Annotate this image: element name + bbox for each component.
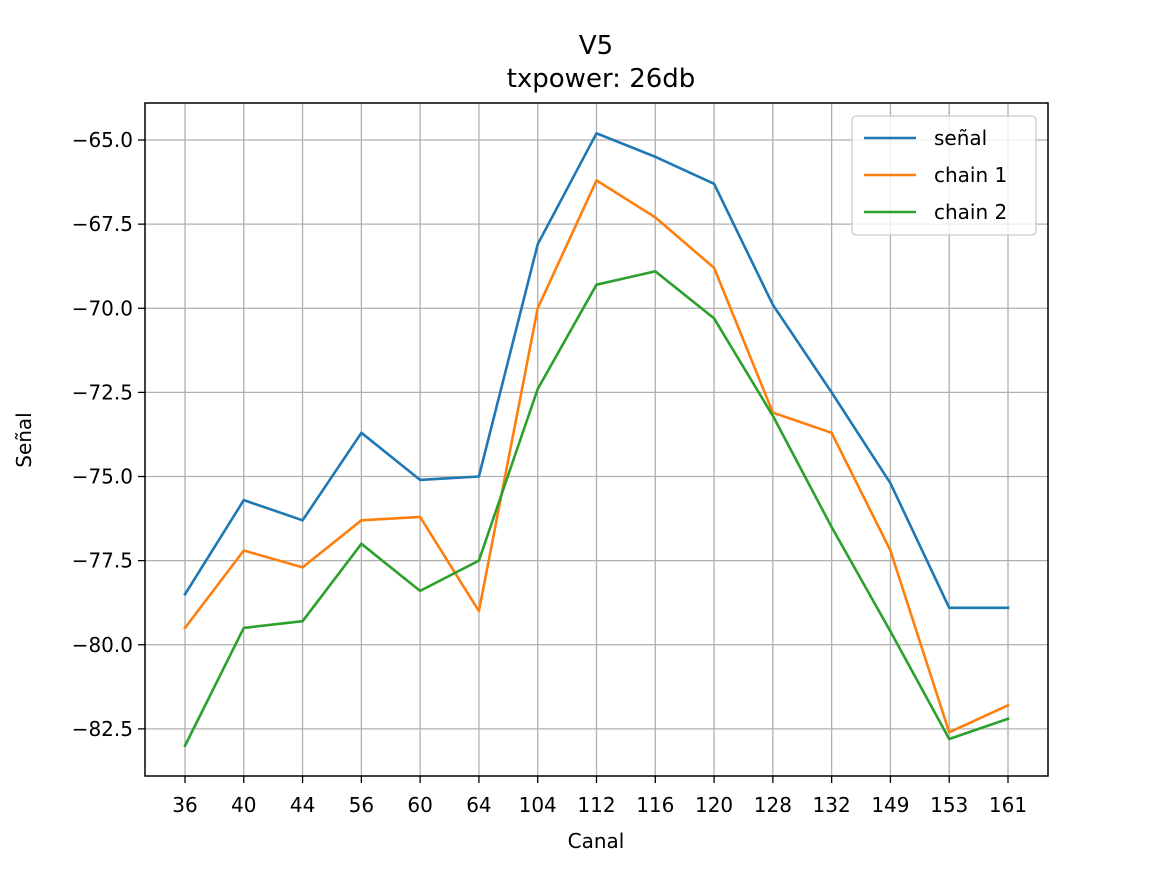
y-tick-label: −77.5 xyxy=(72,549,133,573)
axis-ticks: 36 40 44 56 60 64 104 112 116 120 128 132 149 153 161 −… xyxy=(72,128,1027,817)
x-tick-label: 132 xyxy=(813,793,851,817)
x-tick-label: 44 xyxy=(290,793,315,817)
x-tick-label: 149 xyxy=(871,793,909,817)
y-tick-label: −80.0 xyxy=(72,633,133,657)
x-tick-label: 64 xyxy=(466,793,491,817)
series-line-1 xyxy=(183,132,1010,610)
x-tick-label: 128 xyxy=(754,793,792,817)
y-tick-label: −65.0 xyxy=(72,128,133,152)
x-tick-label: 104 xyxy=(519,793,557,817)
chart-subtitle: txpower: 26db xyxy=(507,64,696,94)
legend-label-1: señal xyxy=(934,126,987,150)
x-tick-label: 56 xyxy=(349,793,374,817)
x-tick-label: 40 xyxy=(231,793,256,817)
x-tick-label: 112 xyxy=(577,793,615,817)
x-tick-label: 60 xyxy=(407,793,432,817)
x-tick-label: 36 xyxy=(172,793,197,817)
legend-box xyxy=(851,115,1037,236)
x-tick-label: 116 xyxy=(636,793,674,817)
x-tick-label: 161 xyxy=(989,793,1027,817)
y-axis-label: Señal xyxy=(12,412,36,468)
x-axis-label: Canal xyxy=(568,829,625,853)
series-lines xyxy=(183,132,1010,748)
series-line-3 xyxy=(183,269,1010,748)
y-tick-label: −67.5 xyxy=(72,212,133,236)
y-tick-label: −82.5 xyxy=(72,717,133,741)
y-tick-label: −70.0 xyxy=(72,296,133,320)
legend-label-2: chain 1 xyxy=(934,163,1007,187)
series-line-2 xyxy=(183,179,1010,734)
legend: señal chain 1 chain 2 xyxy=(851,115,1037,236)
x-tick-label: 120 xyxy=(695,793,733,817)
chart-title: V5 xyxy=(579,31,613,61)
x-tick-label: 153 xyxy=(930,793,968,817)
y-tick-label: −75.0 xyxy=(72,465,133,489)
y-tick-label: −72.5 xyxy=(72,380,133,404)
legend-label-3: chain 2 xyxy=(934,200,1007,224)
